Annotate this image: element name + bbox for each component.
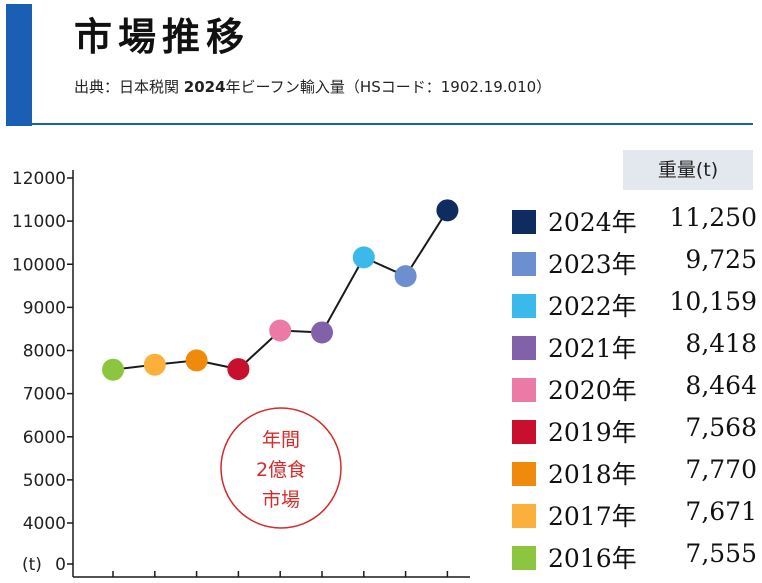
- legend-year-2021: 2021年: [548, 334, 637, 363]
- y-tick-label-10000: 10000: [12, 255, 66, 275]
- data-point-2023: [394, 265, 417, 288]
- legend-row-2019: 2019年 7,568: [512, 410, 757, 452]
- stamp-line-1: 年間: [262, 429, 300, 451]
- y-tick-label-6000: 6000: [23, 428, 66, 448]
- legend-value-2022: 10,159: [669, 287, 757, 316]
- page-title: 市場推移: [74, 14, 251, 59]
- series-line: [112, 209, 449, 371]
- legend-value-2016: 7,555: [685, 539, 757, 568]
- legend-row-2018: 2018年 7,770: [512, 452, 757, 494]
- y-tick-label-8000: 8000: [23, 342, 66, 362]
- legend-swatch-2024: [512, 210, 536, 234]
- y-tick-label-9000: 9000: [23, 298, 66, 318]
- legend-year-2018: 2018年: [548, 460, 637, 489]
- legend-row-2017: 2017年 7,671: [512, 494, 757, 536]
- accent-bar: [6, 4, 32, 126]
- legend-value-2017: 7,671: [685, 497, 757, 526]
- y-unit-label: (t): [22, 555, 42, 575]
- legend-row-2020: 2020年 8,464: [512, 368, 757, 410]
- legend-swatch-2018: [512, 462, 536, 486]
- data-point-2024: [436, 199, 459, 222]
- legend-row-2021: 2021年 8,418: [512, 326, 757, 368]
- legend-swatch-2023: [512, 252, 536, 276]
- stamp-line-2: 2億食: [256, 459, 306, 481]
- legend-row-2022: 2022年 10,159: [512, 284, 757, 326]
- data-point-2020: [269, 319, 292, 342]
- legend-swatch-2020: [512, 378, 536, 402]
- data-point-2017: [143, 353, 166, 376]
- y-tick-label-11000: 11000: [12, 212, 66, 232]
- data-point-2019: [227, 358, 250, 381]
- y-tick-label-12000: 12000: [12, 169, 66, 189]
- legend-swatch-2016: [512, 546, 536, 570]
- legend-value-2020: 8,464: [685, 371, 757, 400]
- legend-swatch-2021: [512, 336, 536, 360]
- y-tick-label-5000: 5000: [23, 471, 66, 491]
- legend-swatch-2022: [512, 294, 536, 318]
- source-prefix: 出典：日本税関: [74, 78, 184, 96]
- legend-year-2020: 2020年: [548, 376, 637, 405]
- line-chart: 0 4000 5000 6000 7000 8000 9000 10000 11000 12000…: [12, 169, 470, 578]
- annual-market-stamp: [220, 407, 342, 529]
- legend-year-2019: 2019年: [548, 418, 637, 447]
- source-year: 2024: [183, 78, 226, 96]
- data-point-2022: [352, 246, 375, 269]
- legend-row-2016: 2016年 7,555: [512, 536, 757, 578]
- data-point-2018: [185, 349, 208, 372]
- legend-value-2019: 7,568: [685, 413, 757, 442]
- header-rule: [6, 123, 753, 125]
- legend-year-2022: 2022年: [548, 292, 637, 321]
- legend-year-2017: 2017年: [548, 502, 637, 531]
- y-tick-label-4000: 4000: [23, 514, 66, 534]
- source-suffix: 年ビーフン輸入量（HSコード：1902.19.010）: [225, 78, 552, 96]
- legend-row-2024: 2024年 11,250: [512, 200, 757, 242]
- legend-value-2023: 9,725: [685, 245, 757, 274]
- y-tick-label-7000: 7000: [23, 385, 66, 405]
- data-point-2016: [102, 358, 124, 381]
- legend-swatch-2017: [512, 504, 536, 528]
- source-note: 出典：日本税関 2024年ビーフン輸入量（HSコード：1902.19.010）: [74, 76, 551, 97]
- stamp-line-3: 市場: [262, 489, 300, 511]
- y-tick-label-0: 0: [55, 555, 66, 575]
- table-unit-header: 重量(t): [623, 150, 753, 190]
- legend-row-2023: 2023年 9,725: [512, 242, 757, 284]
- legend-value-2024: 11,250: [669, 203, 757, 232]
- legend-swatch-2019: [512, 420, 536, 444]
- legend-table: 2024年 11,250 2023年 9,725 2022年 10,159 2021年 8,4…: [512, 200, 757, 578]
- legend-year-2024: 2024年: [548, 208, 637, 237]
- data-point-2021: [311, 321, 333, 344]
- legend-value-2021: 8,418: [685, 329, 757, 358]
- legend-value-2018: 7,770: [685, 455, 757, 484]
- legend-year-2023: 2023年: [548, 250, 637, 279]
- legend-year-2016: 2016年: [548, 544, 637, 573]
